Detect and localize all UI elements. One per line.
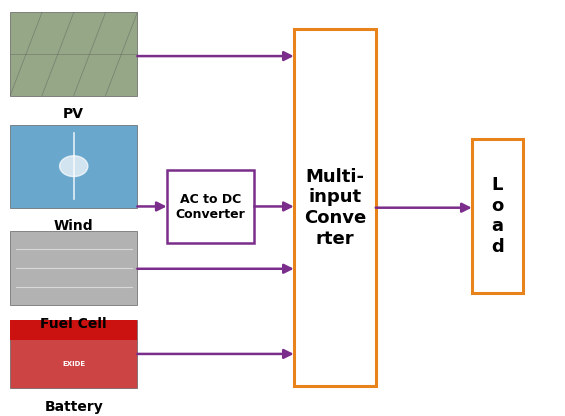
Circle shape [60,156,88,176]
Text: Multi-
input
Conve
rter: Multi- input Conve rter [303,168,366,248]
FancyBboxPatch shape [294,29,376,386]
FancyBboxPatch shape [167,170,254,243]
Text: AC to DC
Converter: AC to DC Converter [176,193,245,220]
Text: EXIDE: EXIDE [62,362,85,367]
FancyBboxPatch shape [10,125,137,208]
FancyBboxPatch shape [10,12,137,96]
Text: L
o
a
d: L o a d [491,176,503,256]
Text: PV: PV [63,107,84,121]
Text: Wind: Wind [54,219,94,233]
FancyBboxPatch shape [10,230,137,305]
FancyBboxPatch shape [472,139,523,293]
FancyBboxPatch shape [10,320,137,389]
FancyBboxPatch shape [10,320,137,340]
Text: Battery: Battery [45,400,103,414]
Text: Fuel Cell: Fuel Cell [41,317,107,331]
